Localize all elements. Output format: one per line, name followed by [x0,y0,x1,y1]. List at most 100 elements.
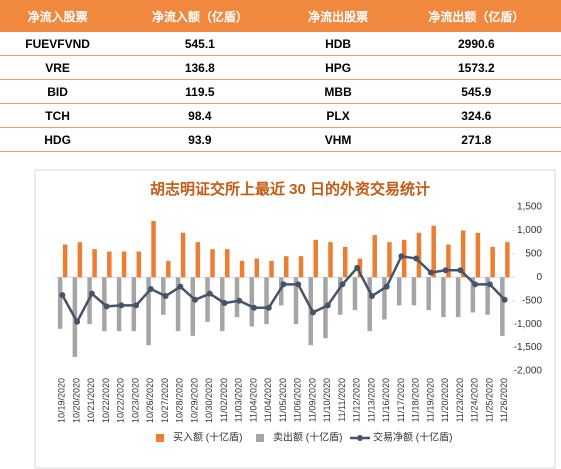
bar [166,260,171,278]
x-tick-label: 10/28/2020 [175,378,185,423]
bar [87,277,92,325]
net-point [501,296,508,303]
bar [151,221,156,278]
y-tick-label: 1,000 [517,225,542,236]
net-point [251,304,258,311]
net-point [118,302,125,309]
x-tick-label: 11/20/2020 [440,378,450,422]
table-cell: 545.9 [391,79,561,104]
chart-frame [34,169,556,469]
bar [342,246,348,278]
bar [372,235,377,278]
bar [337,277,343,315]
bar [279,277,284,306]
table-cell: 136.8 [115,55,285,80]
bar [205,277,210,322]
x-tick-label: 10/21/2020 [86,378,96,423]
bar [352,277,358,311]
bar [426,277,431,311]
x-tick-label: 11/13/2020 [366,378,376,422]
x-tick-label: 11/23/2020 [455,378,465,422]
header-cell: 净流入股票 [0,0,116,32]
table-row: FUEVFVND 545.1 HDB 2990.6 [0,32,561,56]
net-point [309,309,316,316]
bar [475,232,481,278]
net-point [324,302,331,309]
x-tick-label: 10/22/2020 [101,378,111,423]
x-tick-label: 11/26/2020 [499,378,509,422]
stock-table: 净流入股票 净流入额（亿盾） 净流出股票 净流出额（亿盾） FUEVFVND 545.1… [0,0,561,152]
table-cell: BID [0,79,116,104]
bar [146,277,151,346]
net-point [88,290,95,297]
bar [264,277,269,325]
bar [107,251,112,278]
bar [387,242,392,278]
bar [269,260,274,278]
net-point [442,267,449,274]
bar [77,242,83,278]
bar [62,244,68,278]
bar [180,232,186,278]
table-cell: MBB [284,79,392,104]
bar [411,277,417,306]
x-tick-label: 11/02/2020 [219,378,229,422]
bar [249,277,255,327]
net-point [147,286,154,292]
x-tick-label: 11/09/2020 [307,378,317,422]
y-tick-label: -2,000 [514,366,543,377]
bar [210,249,215,278]
bar [298,256,304,278]
table-cell: FUEVFVND [0,32,116,56]
table-cell: VRE [0,55,116,80]
table-cell: 545.1 [115,32,285,56]
bar [225,249,230,278]
net-point [236,297,243,304]
table-cell: 93.9 [115,127,285,152]
header-cell: 净流入额（亿盾） [115,0,285,32]
table-cell: VHM [284,127,392,152]
x-tick-label: 11/25/2020 [484,378,494,422]
chart-title: 胡志明证交所上最近 30 日的外资交易统计 [150,180,430,198]
net-point [472,281,479,288]
net-point [59,292,66,299]
net-point [413,255,420,262]
x-tick-label: 11/06/2020 [293,378,303,422]
bar [328,242,333,278]
x-tick-label: 10/22/2020 [116,378,126,423]
x-tick-label: 11/11/2020 [337,378,347,422]
y-tick-label: -1,000 [514,319,543,330]
header-row: 净流入股票 净流入额（亿盾） 净流出股票 净流出额（亿盾） [0,0,561,32]
net-point [103,303,110,310]
header-cell: 净流出股票 [284,0,392,32]
y-tick-label: 0 [536,272,542,283]
x-tick-label: 11/03/2020 [234,378,244,422]
x-tick-label: 11/05/2020 [278,378,288,422]
table-row: BID 119.5 MBB 545.9 [0,79,561,104]
net-point [486,281,493,288]
bar [190,277,196,336]
net-point [398,253,405,260]
bar [239,260,245,278]
bar [136,251,142,278]
bar [490,246,495,278]
bar [175,277,181,332]
x-tick-label: 11/17/2020 [396,378,406,422]
x-tick-label: 11/04/2020 [263,378,273,422]
x-tick-label: 11/04/2020 [248,378,258,422]
bar [460,230,466,278]
table-cell: 324.6 [391,103,561,128]
net-point [74,318,81,325]
bar [446,244,451,278]
x-tick-label: 10/29/2020 [189,378,199,423]
x-tick-label: 11/19/2020 [425,378,435,422]
bar [441,277,446,318]
table-row: HDG 93.9 VHM 271.8 [0,127,561,152]
table-cell: HPG [284,55,392,80]
bar [293,277,299,325]
bar [431,225,436,278]
x-tick-label: 10/23/2020 [130,378,140,423]
table-cell: 2990.6 [391,32,561,56]
